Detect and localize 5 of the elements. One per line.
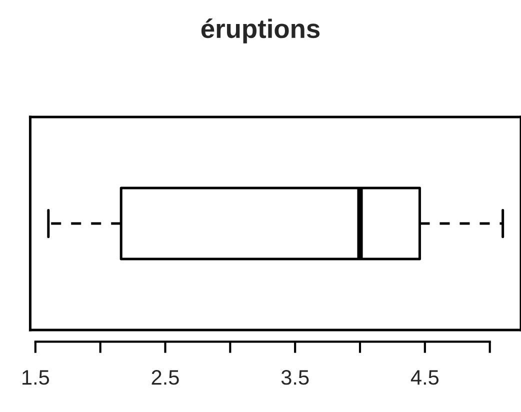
- x-tick-label: 1.5: [22, 370, 50, 385]
- chart-title: éruptions: [201, 18, 320, 44]
- x-tick-label: 3.5: [281, 370, 309, 385]
- x-tick-label: 4.5: [410, 370, 439, 385]
- x-tick-label: 2.5: [152, 370, 179, 385]
